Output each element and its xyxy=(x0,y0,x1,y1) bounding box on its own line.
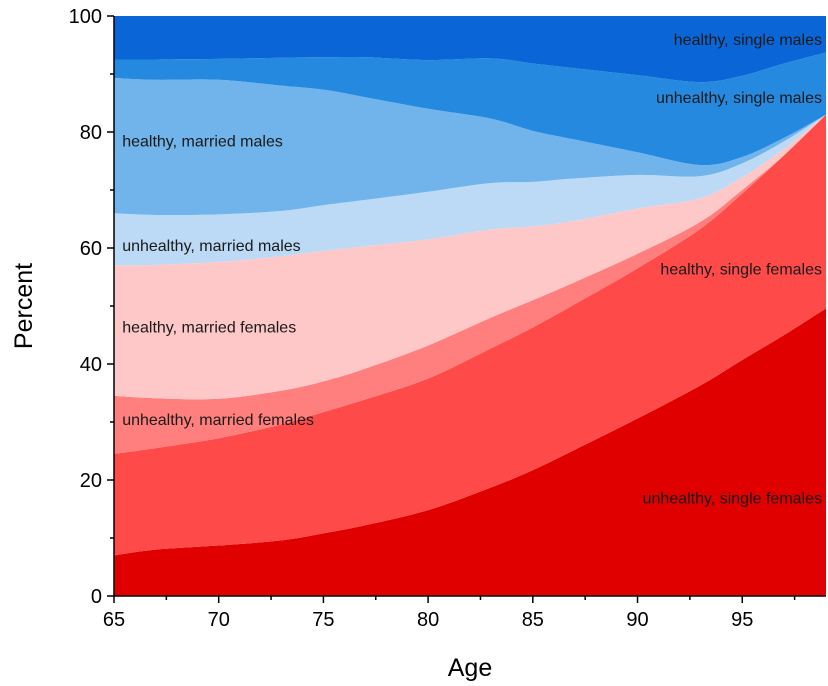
axes: 65 70 75 80 85 90 95 0 20 40 60 80 100 xyxy=(69,6,826,631)
x-tick-label: 65 xyxy=(103,609,125,631)
y-tick-label: 60 xyxy=(80,238,102,260)
area-band-2 xyxy=(114,114,826,454)
x-tick-label: 95 xyxy=(731,609,753,631)
series-label-7: healthy, single males xyxy=(674,32,822,49)
series-labels: unhealthy, single females unhealthy, marr… xyxy=(122,32,822,507)
series-label-1: unhealthy, married females xyxy=(122,412,314,429)
series-label-2: healthy, single females xyxy=(660,261,822,278)
y-tick-label: 100 xyxy=(69,6,102,28)
area-band-3 xyxy=(114,114,826,400)
area-band-7 xyxy=(114,16,826,83)
area-band-5 xyxy=(114,78,826,216)
y-tick-label: 20 xyxy=(80,470,102,492)
x-tick-label: 90 xyxy=(626,609,648,631)
area-layers xyxy=(114,16,826,596)
y-tick-label: 0 xyxy=(91,586,102,608)
x-tick-label: 80 xyxy=(417,609,439,631)
area-band-1 xyxy=(114,114,826,556)
x-tick-label: 70 xyxy=(208,609,230,631)
y-axis-title: Percent xyxy=(10,263,38,349)
series-label-4: unhealthy, married males xyxy=(122,238,300,255)
x-tick-label: 85 xyxy=(522,609,544,631)
series-label-0: unhealthy, single females xyxy=(643,490,822,507)
area-band-6 xyxy=(114,52,826,166)
y-tick-label: 40 xyxy=(80,354,102,376)
series-label-5: healthy, married males xyxy=(122,134,283,151)
series-label-6: unhealthy, single males xyxy=(656,90,822,107)
x-tick-label: 75 xyxy=(312,609,334,631)
y-tick-label: 80 xyxy=(80,122,102,144)
series-label-3: healthy, married females xyxy=(122,319,296,336)
area-band-4 xyxy=(114,114,826,266)
x-axis-title: Age xyxy=(448,654,492,682)
area-band-0 xyxy=(114,308,826,596)
